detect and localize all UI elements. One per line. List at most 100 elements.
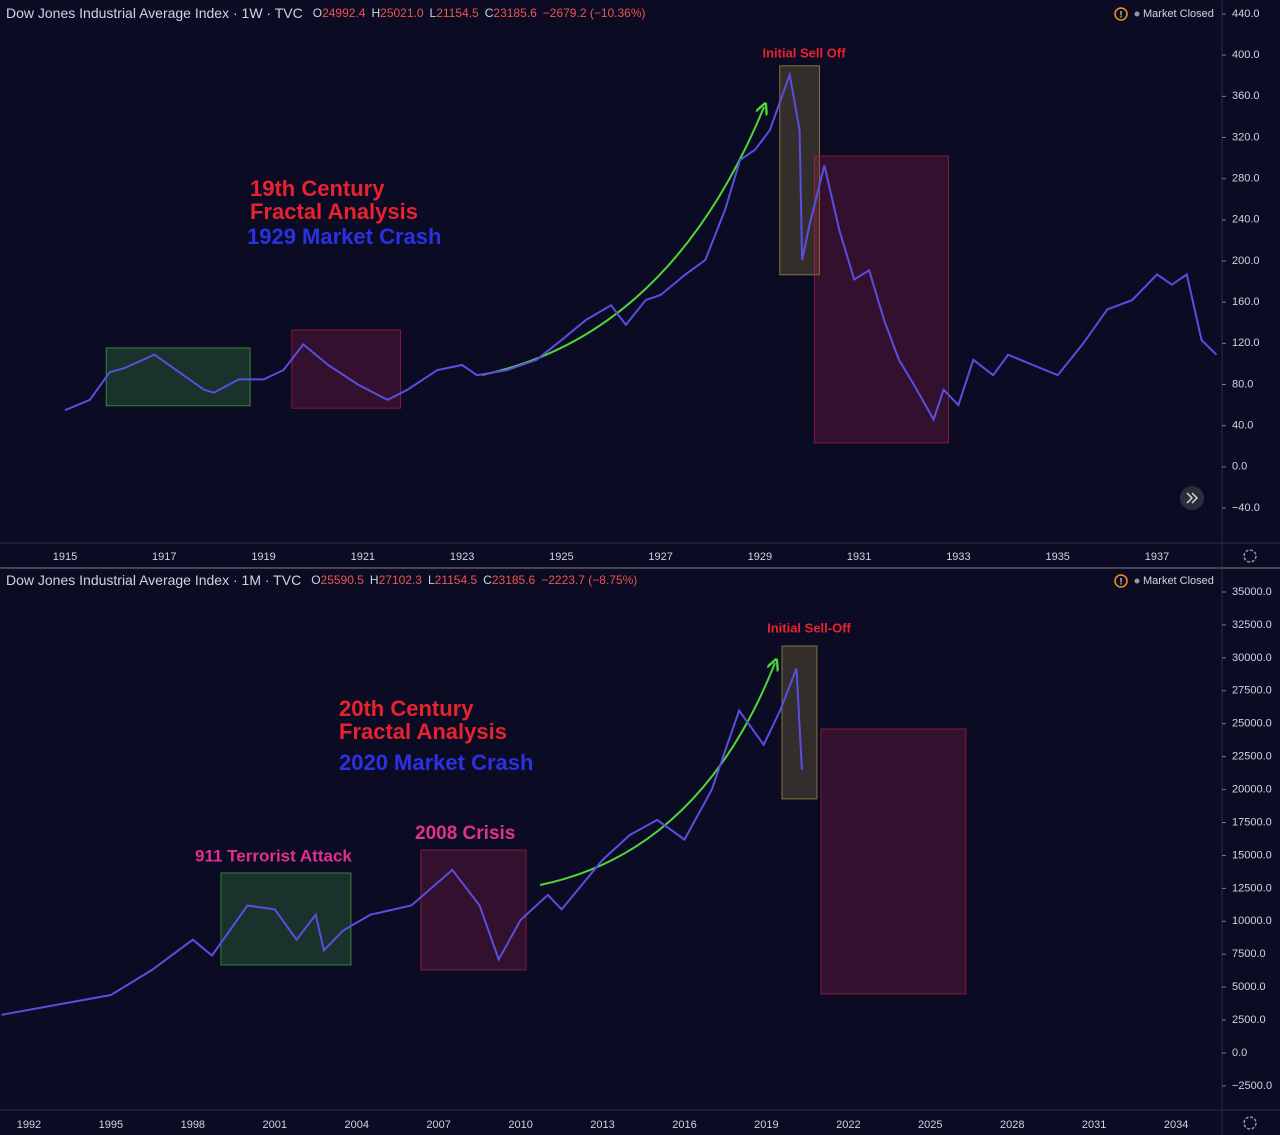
- legend-header: Dow Jones Industrial Average Index · 1W …: [6, 5, 646, 21]
- x-tick-label: 1915: [53, 551, 77, 563]
- x-tick-label: 1995: [99, 1119, 123, 1131]
- x-tick-label: 2034: [1164, 1119, 1188, 1131]
- y-tick-label: 0.0: [1232, 1047, 1247, 1059]
- y-tick-label: 0.0: [1232, 461, 1247, 473]
- replay-button[interactable]: [1180, 486, 1204, 510]
- trend-arrow: [539, 663, 775, 886]
- ohlc-value: 23185.6: [493, 6, 537, 20]
- ohlc-key: C: [485, 6, 494, 20]
- y-tick-label: 7500.0: [1232, 948, 1266, 960]
- x-tick-label: 1931: [847, 551, 871, 563]
- y-tick-label: 30000.0: [1232, 652, 1272, 664]
- ohlc-value: 21154.5: [436, 6, 479, 20]
- y-tick-label: 15000.0: [1232, 849, 1272, 861]
- annotation: Fractal Analysis: [250, 199, 418, 224]
- annotation: 2020 Market Crash: [339, 750, 533, 775]
- legend-header: Dow Jones Industrial Average Index · 1M …: [6, 572, 637, 588]
- x-tick-label: 1935: [1045, 551, 1069, 563]
- y-tick-label: 360.0: [1232, 90, 1260, 102]
- price-line: [1, 668, 803, 1016]
- y-tick-label: 200.0: [1232, 255, 1260, 267]
- x-tick-label: 2004: [344, 1119, 368, 1131]
- y-tick-label: 440.0: [1232, 8, 1260, 20]
- x-tick-label: 1925: [549, 551, 573, 563]
- x-tick-label: 2001: [263, 1119, 287, 1131]
- warning-icon-glyph: !: [1120, 9, 1123, 19]
- ohlc-key: L: [430, 6, 437, 20]
- x-tick-label: 1917: [152, 551, 176, 563]
- y-tick-label: 32500.0: [1232, 619, 1272, 631]
- symbol-title: Dow Jones Industrial Average Index · 1W …: [6, 5, 303, 21]
- y-tick-label: −2500.0: [1232, 1080, 1272, 1092]
- x-tick-label: 1929: [748, 551, 772, 563]
- y-tick-label: 12500.0: [1232, 882, 1272, 894]
- annotation: 911 Terrorist Attack: [195, 846, 352, 865]
- y-tick-label: 400.0: [1232, 49, 1260, 61]
- y-tick-label: 17500.0: [1232, 816, 1272, 828]
- y-tick-label: 10000.0: [1232, 915, 1272, 927]
- ohlc-value: 24992.4: [322, 6, 366, 20]
- x-tick-label: 2031: [1082, 1119, 1106, 1131]
- x-tick-label: 2028: [1000, 1119, 1024, 1131]
- status-dot: [1134, 578, 1140, 584]
- annotation: 2008 Crisis: [415, 823, 515, 844]
- x-tick-label: 2016: [672, 1119, 696, 1131]
- change-value: −2679.2 (−10.36%): [543, 6, 646, 20]
- ohlc-key: O: [313, 6, 322, 20]
- ohlc-key: H: [370, 573, 379, 587]
- x-tick-label: 1998: [181, 1119, 205, 1131]
- x-tick-label: 1933: [946, 551, 970, 563]
- status-dot: [1134, 11, 1140, 17]
- ohlc-value: 25590.5: [321, 573, 365, 587]
- y-tick-label: −40.0: [1232, 502, 1260, 514]
- y-tick-label: 160.0: [1232, 296, 1260, 308]
- y-tick-label: 80.0: [1232, 378, 1253, 390]
- x-tick-label: 1921: [351, 551, 375, 563]
- ohlc-key: O: [311, 573, 320, 587]
- y-tick-label: 35000.0: [1232, 586, 1272, 598]
- x-tick-label: 2022: [836, 1119, 860, 1131]
- y-tick-label: 320.0: [1232, 131, 1260, 143]
- annotation: 19th Century: [250, 176, 385, 201]
- y-tick-label: 20000.0: [1232, 783, 1272, 795]
- y-tick-label: 25000.0: [1232, 718, 1272, 730]
- warning-icon: [1114, 7, 1128, 21]
- y-tick-label: 280.0: [1232, 173, 1260, 185]
- highlight-box: [291, 329, 402, 409]
- x-tick-label: 1937: [1145, 551, 1169, 563]
- settings-icon[interactable]: [1243, 1116, 1257, 1130]
- ohlc-value: 25021.0: [380, 6, 424, 20]
- ohlc-key: C: [483, 573, 492, 587]
- highlight-box: [420, 849, 527, 971]
- highlight-box: [105, 347, 251, 407]
- ohlc-key: H: [371, 6, 380, 20]
- ohlc-key: L: [428, 573, 435, 587]
- highlight-box: [820, 728, 967, 995]
- x-tick-label: 2019: [754, 1119, 778, 1131]
- annotation: 1929 Market Crash: [247, 224, 441, 249]
- x-tick-label: 2010: [508, 1119, 532, 1131]
- y-tick-label: 22500.0: [1232, 751, 1272, 763]
- highlight-box: [814, 155, 950, 444]
- annotation: Initial Sell-Off: [767, 620, 851, 635]
- annotation: Fractal Analysis: [339, 719, 507, 744]
- annotation: 20th Century: [339, 696, 474, 721]
- x-tick-label: 1923: [450, 551, 474, 563]
- x-tick-label: 2013: [590, 1119, 614, 1131]
- x-tick-label: 2025: [918, 1119, 942, 1131]
- x-tick-label: 1919: [251, 551, 275, 563]
- settings-icon[interactable]: [1243, 549, 1257, 563]
- y-tick-label: 240.0: [1232, 214, 1260, 226]
- annotation: Initial Sell Off: [762, 45, 846, 60]
- ohlc-value: 21154.5: [435, 573, 478, 587]
- warning-icon-glyph: !: [1120, 576, 1123, 586]
- x-tick-label: 2007: [426, 1119, 450, 1131]
- y-tick-label: 40.0: [1232, 420, 1253, 432]
- warning-icon: [1114, 574, 1128, 588]
- x-tick-label: 1992: [17, 1119, 41, 1131]
- y-tick-label: 5000.0: [1232, 981, 1266, 993]
- y-tick-label: 2500.0: [1232, 1014, 1266, 1026]
- ohlc-value: 23185.6: [492, 573, 536, 587]
- highlight-box: [220, 872, 352, 966]
